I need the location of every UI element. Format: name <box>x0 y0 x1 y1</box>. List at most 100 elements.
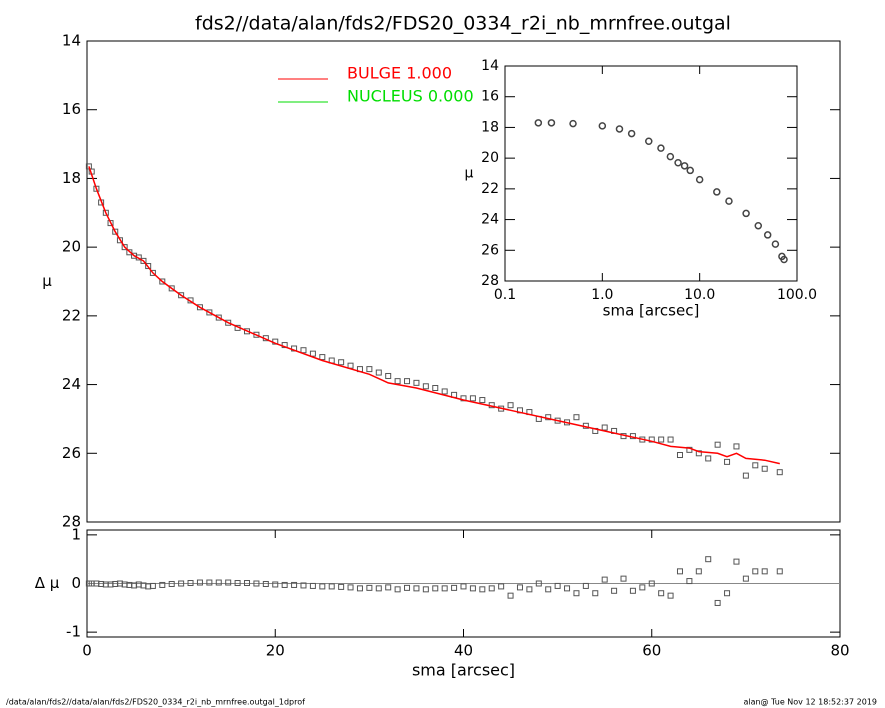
data-point <box>601 424 608 431</box>
data-point <box>291 581 298 588</box>
data-point <box>639 584 646 591</box>
data-point <box>516 584 523 591</box>
data-point <box>658 590 665 597</box>
data-point <box>674 159 682 167</box>
data-point <box>526 586 533 593</box>
data-point <box>309 582 316 589</box>
data-point <box>159 278 166 285</box>
y-tick-label: 24 <box>481 212 499 228</box>
data-point <box>300 582 307 589</box>
data-point <box>582 582 589 589</box>
data-point <box>149 582 156 589</box>
data-point <box>116 237 123 244</box>
data-point <box>319 354 326 361</box>
data-point <box>404 584 411 591</box>
data-point <box>657 144 665 152</box>
data-point <box>611 587 618 594</box>
y-tick-label: 22 <box>481 181 499 197</box>
data-point <box>432 385 439 392</box>
data-point <box>394 586 401 593</box>
data-point <box>196 579 203 586</box>
data-point <box>742 472 749 479</box>
data-point <box>695 450 702 457</box>
data-point <box>676 568 683 575</box>
plot-frame <box>504 65 798 282</box>
y-tick-label: 22 <box>62 306 81 324</box>
x-tick-label: 0 <box>82 642 92 660</box>
data-point <box>244 580 251 587</box>
data-point <box>178 292 185 299</box>
data-point <box>535 580 542 587</box>
y-tick-label: 26 <box>62 444 81 462</box>
data-point <box>460 395 467 402</box>
data-point <box>366 366 373 373</box>
x-tick-label: 10.0 <box>684 287 715 303</box>
x-axis-label: sma [arcsec] <box>412 661 515 680</box>
model-line <box>88 166 780 465</box>
data-point <box>498 583 505 590</box>
data-point <box>554 582 561 589</box>
data-point <box>206 309 213 316</box>
plot-frame <box>86 40 841 523</box>
data-point <box>422 383 429 390</box>
data-point <box>347 584 354 591</box>
data-point <box>629 587 636 594</box>
data-point <box>680 162 689 170</box>
y-tick-label: 16 <box>481 89 499 105</box>
data-point <box>534 119 543 127</box>
y-tick-label: 28 <box>62 513 81 531</box>
data-point <box>733 443 740 450</box>
data-point <box>714 441 721 448</box>
y-tick-label: 24 <box>62 375 81 393</box>
data-point <box>215 579 222 586</box>
y-axis-label: Δ μ <box>35 574 60 592</box>
data-point <box>225 319 232 326</box>
data-point <box>615 125 624 133</box>
data-point <box>413 585 420 592</box>
data-point <box>375 369 382 376</box>
x-tick-label: 0.1 <box>494 287 516 303</box>
data-point <box>159 581 166 588</box>
data-point <box>742 209 750 218</box>
x-tick-label: 60 <box>642 642 661 660</box>
data-point <box>592 590 599 597</box>
y-tick-label: 20 <box>62 238 81 256</box>
data-point <box>573 590 580 597</box>
data-point <box>338 359 345 366</box>
data-point <box>338 583 345 590</box>
x-tick-label: 40 <box>454 642 473 660</box>
data-point <box>469 585 476 592</box>
data-point <box>714 599 721 606</box>
data-point <box>573 414 580 421</box>
data-point <box>196 304 203 311</box>
y-tick-label: 16 <box>62 100 81 118</box>
data-point <box>648 580 655 587</box>
data-point <box>733 558 740 565</box>
data-point <box>667 436 674 443</box>
y-tick-label: 1 <box>71 525 81 543</box>
data-point <box>121 244 128 251</box>
data-point <box>545 586 552 593</box>
data-point <box>375 585 382 592</box>
data-point <box>404 378 411 385</box>
data-point <box>620 575 627 582</box>
data-point <box>780 255 788 264</box>
data-point <box>627 129 636 138</box>
data-point <box>460 583 467 590</box>
data-point <box>645 137 653 145</box>
y-tick-label: 0 <box>71 574 81 592</box>
data-point <box>126 249 133 256</box>
data-point <box>686 578 693 585</box>
data-point <box>752 568 759 575</box>
data-point <box>695 568 702 575</box>
data-point <box>451 584 458 591</box>
data-point <box>488 585 495 592</box>
y-tick-label: 14 <box>481 58 499 74</box>
data-point <box>272 581 279 588</box>
data-point <box>695 175 704 184</box>
data-point <box>168 285 175 292</box>
footer-left: /data/alan/fds2//data/alan/fds2/FDS20_03… <box>6 698 305 707</box>
x-tick-label: 100.0 <box>777 287 817 303</box>
data-point <box>686 166 694 175</box>
data-point <box>413 379 420 386</box>
